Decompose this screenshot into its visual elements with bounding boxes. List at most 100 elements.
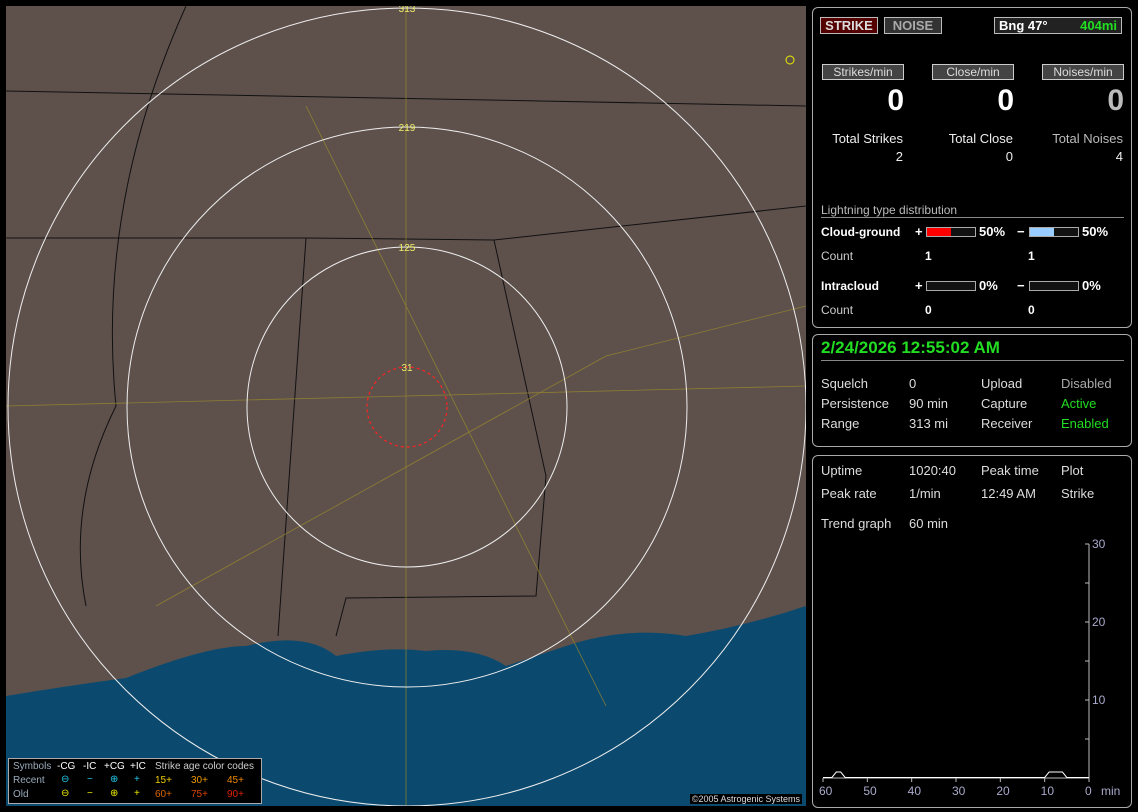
ring-label: 219 [399, 123, 416, 134]
noises-per-min-label: Noises/min [1042, 64, 1124, 80]
neg-cg-icon: ⊖ [61, 774, 70, 785]
persistence-value: 90 min [909, 396, 949, 411]
capture-label: Capture [981, 396, 1028, 411]
cg-negative-count: 1 [1028, 249, 1035, 263]
age-code: 60+ [155, 789, 172, 800]
roads [6, 6, 806, 806]
total-close-label: Total Close [948, 131, 1013, 146]
strikes-per-min: 0 [887, 84, 904, 117]
close-per-min-label: Close/min [932, 64, 1014, 80]
legend-row-label: Recent [13, 775, 45, 786]
stats-panel: Uptime 1020:40 Peak time Plot Peak rate … [812, 455, 1132, 808]
neg-ic-icon: − [87, 788, 93, 799]
total-close: 0 [1005, 149, 1013, 164]
squelch-label: Squelch [821, 376, 868, 391]
pos-ic-icon: + [134, 788, 140, 799]
close-range-ring [366, 366, 448, 448]
ring-label: 313 [399, 6, 416, 15]
strike-map[interactable]: 313 219 125 31 ©2005 Astrogenic Systems [6, 6, 806, 806]
trend-graph: 60 50 40 30 20 10 0 min 10 20 30 [819, 537, 1120, 798]
x-tick-label: 20 [996, 784, 1010, 798]
neg-ic-icon: − [87, 774, 93, 785]
ic-positive-bar [926, 281, 976, 291]
age-code: 15+ [155, 775, 172, 786]
ring-label: 31 [401, 363, 413, 374]
strike-panel: STRIKE NOISE Bng 47° 404mi Strikes/min Cl… [812, 7, 1132, 328]
x-tick-label: 50 [863, 784, 877, 798]
receiver-label: Receiver [981, 416, 1033, 431]
peak-time-value: 12:49 AM [981, 486, 1036, 501]
peak-rate-value: 1/min [909, 486, 941, 501]
cg-positive-bar [926, 227, 976, 237]
age-code: 30+ [191, 775, 208, 786]
trend-value: 60 min [909, 516, 949, 531]
plot-label: Plot [1061, 463, 1084, 478]
noise-button[interactable]: NOISE [884, 17, 942, 34]
ic-positive-count: 0 [925, 303, 932, 317]
range-rings [7, 7, 806, 806]
plus-sign: + [915, 278, 923, 293]
persistence-label: Persistence [821, 396, 889, 411]
strikes-per-min-label: Strikes/min [822, 64, 904, 80]
bearing-value: Bng 47° [999, 18, 1048, 33]
trend-line [823, 771, 1089, 778]
range-label: Range [821, 416, 860, 431]
ic-positive-pct: 0% [979, 278, 998, 293]
ring-label: 125 [399, 243, 416, 254]
range-value: 313 mi [909, 416, 949, 431]
cg-positive-fill [927, 228, 951, 236]
total-strikes: 2 [895, 149, 903, 164]
upload-label: Upload [981, 376, 1023, 391]
bearing-display: Bng 47° 404mi [994, 17, 1122, 34]
legend-title: Symbols [13, 761, 52, 772]
count-label: Count [821, 303, 854, 317]
strike-button[interactable]: STRIKE [820, 17, 878, 34]
x-tick-label: 40 [908, 784, 922, 798]
x-tick-label: 30 [952, 784, 966, 798]
age-code: 75+ [191, 789, 208, 800]
age-code: 90+ [227, 789, 244, 800]
legend-row-label: Old [13, 789, 29, 800]
cg-positive-count: 1 [925, 249, 932, 263]
legend-col: +IC [130, 761, 146, 772]
x-tick-label: 60 [819, 784, 833, 798]
peak-rate-label: Peak rate [821, 486, 877, 501]
map-svg: 313 219 125 31 [6, 6, 806, 806]
uptime-label: Uptime [821, 463, 863, 478]
status-panel: 2/24/2026 12:55:02 AM Squelch 0 Upload D… [812, 334, 1132, 447]
minus-sign: − [1017, 278, 1025, 293]
legend-col: -IC [83, 761, 97, 772]
intracloud-label: Intracloud [821, 279, 880, 293]
distance-value: 404mi [1080, 18, 1117, 33]
close-per-min: 0 [997, 84, 1014, 117]
count-label: Count [821, 249, 854, 263]
datetime: 2/24/2026 12:55:02 AM [821, 338, 1124, 361]
cg-positive-pct: 50% [979, 224, 1006, 239]
total-strikes-label: Total Strikes [832, 131, 903, 146]
neg-cg-icon: ⊖ [61, 788, 70, 799]
minus-sign: − [1017, 224, 1025, 239]
trend-label: Trend graph [821, 516, 892, 531]
pos-ic-icon: + [134, 774, 140, 785]
plus-sign: + [915, 224, 923, 239]
pos-cg-icon: ⊕ [110, 774, 119, 785]
y-tick-label: 20 [1092, 615, 1106, 629]
y-tick-label: 30 [1092, 537, 1106, 551]
receiver-value: Enabled [1061, 416, 1109, 431]
uptime-value: 1020:40 [909, 463, 956, 478]
noises-per-min: 0 [1107, 84, 1124, 117]
peak-time-label: Peak time [981, 463, 1039, 478]
legend-col: -CG [57, 761, 76, 772]
cloud-ground-label: Cloud-ground [821, 225, 901, 239]
strike-marker-icon [785, 55, 795, 65]
cg-negative-bar [1029, 227, 1079, 237]
cg-negative-pct: 50% [1082, 224, 1109, 239]
copyright: ©2005 Astrogenic Systems [689, 794, 802, 804]
pos-cg-icon: ⊕ [110, 788, 119, 799]
symbol-legend: Symbols -CG -IC +CG +IC Strike age color… [8, 758, 262, 804]
squelch-value: 0 [909, 376, 917, 391]
cg-negative-fill [1030, 228, 1054, 236]
y-tick-label: 10 [1092, 693, 1106, 707]
ic-negative-bar [1029, 281, 1079, 291]
distribution-title: Lightning type distribution [821, 203, 1124, 218]
